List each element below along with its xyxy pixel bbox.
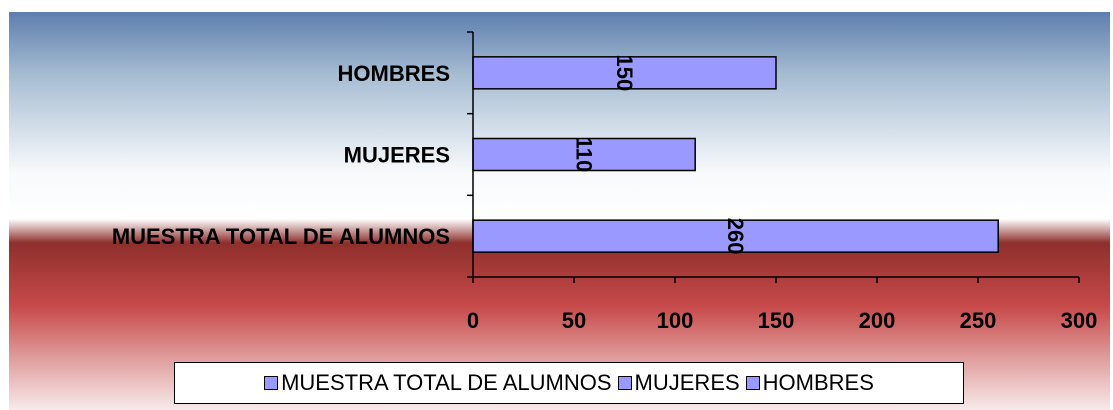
labels-layer: 0 50 100 150 200 250 300 HOMBRES 150 MUJERES 110 MU…: [112, 54, 1098, 333]
bar: [472, 137, 696, 172]
legend-swatch: [745, 376, 760, 390]
x-tick-label: 100: [657, 308, 694, 333]
x-tick-label: 150: [758, 308, 795, 333]
legend-label: HOMBRES: [762, 370, 874, 395]
bar: [472, 56, 777, 90]
x-tick-label: 250: [960, 308, 997, 333]
legend-item: MUESTRA TOTAL DE ALUMNOS: [264, 370, 612, 396]
x-tick-label: 300: [1061, 308, 1098, 333]
category-label: HOMBRES: [338, 61, 450, 86]
data-label: 150: [612, 54, 637, 91]
category-label: MUESTRA TOTAL DE ALUMNOS: [112, 224, 450, 249]
legend: MUESTRA TOTAL DE ALUMNOS MUJERES HOMBRES: [174, 362, 964, 404]
legend-item: HOMBRES: [745, 370, 874, 396]
x-tick-label: 50: [562, 308, 586, 333]
x-tick-label: 200: [859, 308, 896, 333]
category-label: MUJERES: [344, 143, 450, 168]
legend-swatch: [617, 376, 632, 390]
data-label: 110: [572, 137, 597, 173]
legend-label: MUJERES: [634, 370, 740, 395]
legend-label: MUESTRA TOTAL DE ALUMNOS: [281, 370, 612, 395]
bars-layer: [472, 56, 999, 253]
bar: [472, 219, 999, 253]
legend-item: MUJERES: [617, 370, 740, 396]
legend-swatch: [264, 376, 279, 390]
x-tick-label: 0: [467, 308, 479, 333]
axes-layer: [467, 31, 1080, 283]
data-label: 260: [723, 218, 748, 255]
